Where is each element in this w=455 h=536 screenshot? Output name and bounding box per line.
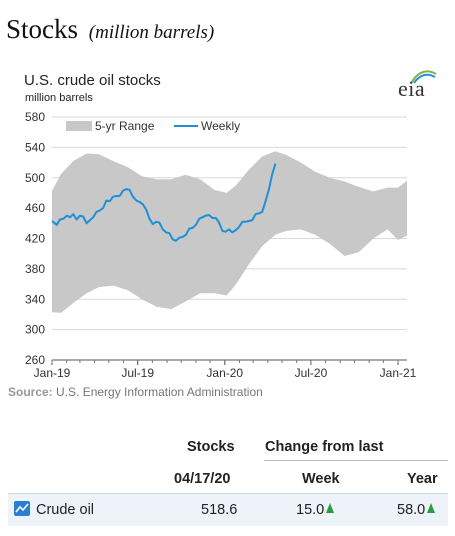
x-tick-label: Jan-21 xyxy=(380,366,417,380)
y-tick-label: 380 xyxy=(25,262,45,276)
y-tick-label: 540 xyxy=(25,140,45,154)
source-text: U.S. Energy Information Administration xyxy=(56,385,263,399)
col-header-date: 04/17/20 xyxy=(174,471,231,487)
eia-logo-text: eia xyxy=(398,76,426,101)
up-arrow-icon xyxy=(326,503,335,513)
chart-legend: 5-yr Range Weekly xyxy=(66,119,240,133)
y-tick-label: 500 xyxy=(25,171,45,185)
x-tick-label: Jan-20 xyxy=(206,366,243,380)
legend-label-range: 5-yr Range xyxy=(95,119,155,133)
source-label: Source: xyxy=(8,385,53,399)
y-tick-label: 460 xyxy=(25,201,45,215)
legend-swatch-range xyxy=(66,121,92,131)
legend-label-weekly: Weekly xyxy=(201,119,240,133)
y-tick-label: 340 xyxy=(25,292,45,306)
up-arrow-icon xyxy=(427,503,436,513)
section-title-unit: (million barrels) xyxy=(88,22,215,43)
row-week-change: 15.0 xyxy=(296,502,335,518)
x-tick-label: Jul-19 xyxy=(121,366,154,380)
chart-axes: 260 300 340 380 420 460 500 540 580 Jan-19 Jul-19 J… xyxy=(25,110,417,380)
change-header-divider xyxy=(264,460,448,461)
y-tick-label: 580 xyxy=(25,110,45,124)
crude-oil-stocks-chart: 260 300 340 380 420 460 500 540 580 Jan-19 Jul-19 J… xyxy=(25,110,417,380)
range-band-5yr xyxy=(52,151,407,313)
eia-logo[interactable]: eia xyxy=(398,68,438,102)
col-header-stocks: Stocks xyxy=(187,439,235,455)
y-tick-label: 420 xyxy=(25,232,45,246)
x-tick-label: Jan-19 xyxy=(34,366,71,380)
row-year-change-value: 58.0 xyxy=(397,502,426,518)
chart-unit-label: million barrels xyxy=(25,92,93,104)
x-tick-label: Jul-20 xyxy=(295,366,328,380)
weekly-series-line xyxy=(51,163,277,242)
row-stocks-value: 518.6 xyxy=(201,502,238,518)
y-tick-label: 260 xyxy=(25,353,45,367)
row-year-change: 58.0 xyxy=(397,502,436,518)
line-chart-icon[interactable] xyxy=(14,501,30,516)
col-header-week: Week xyxy=(302,471,340,487)
source-note: Source: U.S. Energy Information Administ… xyxy=(8,385,263,399)
y-tick-label: 300 xyxy=(25,323,45,337)
row-name[interactable]: Crude oil xyxy=(36,502,95,518)
section-title-text: Stocks xyxy=(6,14,79,44)
chart-line-layer xyxy=(51,163,277,242)
chart-range-layer xyxy=(52,151,407,313)
row-week-change-value: 15.0 xyxy=(296,502,325,518)
col-header-change: Change from last xyxy=(265,439,384,455)
chart-title: U.S. crude oil stocks xyxy=(24,72,161,89)
eia-logo-swoosh-icon xyxy=(411,70,437,84)
table-row[interactable]: Crude oil 518.6 15.0 58.0 xyxy=(8,493,448,526)
section-title: Stocks (million barrels) xyxy=(6,14,214,45)
col-header-year: Year xyxy=(407,471,438,487)
